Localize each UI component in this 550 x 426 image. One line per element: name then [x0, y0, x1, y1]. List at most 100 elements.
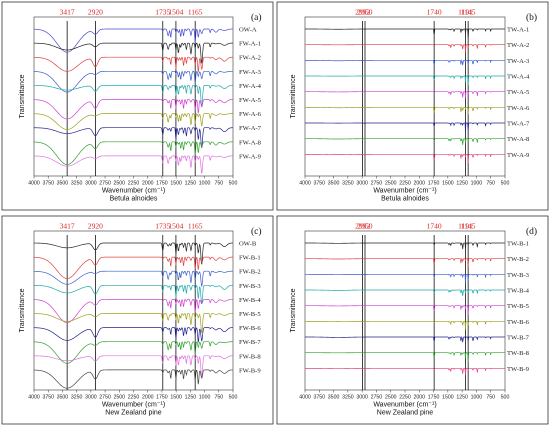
- chart-panel-b: 4000 3750 3500 3250 3000 2750 2500 2250 2000 1750…: [276, 1, 549, 211]
- x-tick-label: 3000: [85, 395, 97, 401]
- series-label: TW-A-9: [507, 152, 530, 159]
- series-label: TW-B-6: [507, 319, 530, 326]
- series-label: FW-A-7: [239, 125, 262, 132]
- series-line: [305, 59, 505, 66]
- peak-label: 3417: [60, 222, 75, 231]
- series-label: TW-A-6: [507, 105, 530, 112]
- x-tick-label: 1750: [156, 181, 168, 187]
- series-line: [33, 256, 233, 279]
- series-label: OW-B: [239, 241, 257, 248]
- x-tick-label: 1500: [170, 395, 182, 401]
- peak-label: 1165: [188, 8, 203, 17]
- peak-label: 2992: [355, 8, 370, 17]
- peak-label: 2992: [355, 222, 370, 231]
- panel-letter: (b): [526, 12, 537, 23]
- x-tick-label: 3500: [328, 395, 340, 401]
- x-tick-label: 2750: [99, 395, 111, 401]
- y-axis-title: Transmittance: [290, 288, 297, 332]
- series-line: [34, 42, 233, 64]
- series-line: [33, 70, 233, 93]
- panel-frame: [1, 215, 274, 425]
- x-tick-label: 750: [214, 395, 223, 401]
- x-tick-label: 2500: [385, 395, 397, 401]
- peak-label: 2920: [88, 8, 103, 17]
- x-tick-label: 3750: [42, 395, 54, 401]
- series-line: [33, 284, 233, 304]
- x-tick-label: 2500: [114, 181, 126, 187]
- series-line: [305, 335, 505, 343]
- x-tick-label: 1000: [199, 181, 211, 187]
- x-tick-label: 3500: [328, 181, 340, 187]
- series-label: FW-B-4: [239, 297, 261, 304]
- x-tick-label: 500: [229, 181, 238, 187]
- series-line: [305, 44, 505, 53]
- series-label: FW-B-3: [239, 283, 261, 290]
- series-label: FW-A-2: [239, 55, 261, 62]
- x-tick-label: 2500: [385, 181, 397, 187]
- x-tick-label: 2000: [414, 395, 426, 401]
- series-line: [33, 141, 233, 165]
- peak-label: 1191: [458, 222, 473, 231]
- series-line: [33, 85, 233, 108]
- series-label: TW-A-8: [507, 136, 530, 143]
- x-tick-label: 2250: [399, 181, 411, 187]
- panel-letter: (a): [251, 12, 262, 23]
- panel-frame: [1, 1, 274, 211]
- series-line: [33, 270, 233, 288]
- peak-label: 2920: [88, 222, 103, 231]
- series-label: TW-B-5: [507, 303, 530, 310]
- series-label: FW-B-5: [239, 311, 261, 318]
- y-axis-title: Transmittance: [19, 74, 26, 118]
- series-line: [33, 327, 233, 343]
- series-label: FW-B-8: [239, 353, 261, 360]
- x-tick-label: 1250: [456, 181, 468, 187]
- x-tick-label: 750: [214, 181, 223, 187]
- series-label: FW-A-6: [239, 111, 262, 118]
- x-axis-title: Wavenumber (cm⁻¹): [373, 188, 436, 195]
- series-line: [305, 273, 505, 283]
- series-label: FW-B-1: [239, 255, 261, 262]
- x-tick-label: 1250: [456, 395, 468, 401]
- series-line: [34, 127, 233, 148]
- series-line: [305, 75, 505, 85]
- series-line: [305, 304, 505, 315]
- series-label: FW-A-9: [239, 153, 262, 160]
- series-label: TW-B-4: [507, 288, 530, 295]
- chart-panel-a: 4000 3750 3500 3250 3000 2750 2500 2250 2000 1750…: [1, 1, 274, 211]
- series-line: [305, 257, 505, 267]
- series-label: TW-B-1: [507, 241, 529, 248]
- series-label: FW-A-8: [239, 139, 262, 146]
- series-label: TW-A-2: [507, 42, 529, 49]
- series-line: [33, 313, 233, 334]
- peak-label: 1504: [168, 8, 183, 17]
- series-label: OW-A: [239, 27, 257, 34]
- series-label: TW-A-5: [507, 89, 530, 96]
- series-line: [305, 288, 505, 297]
- x-axis-title: Wavenumber (cm⁻¹): [373, 402, 436, 409]
- series-line: [305, 242, 505, 250]
- x-tick-label: 3000: [356, 181, 368, 187]
- x-tick-label: 500: [501, 181, 510, 187]
- peak-label: 1145: [461, 222, 476, 231]
- x-tick-label: 2750: [371, 181, 383, 187]
- species-label: Betula alnoides: [381, 196, 429, 203]
- series-line: [33, 56, 233, 73]
- series-label: FW-A-3: [239, 69, 262, 76]
- peak-label: 1740: [427, 8, 442, 17]
- x-tick-label: 2750: [99, 181, 111, 187]
- x-tick-label: 2000: [142, 395, 154, 401]
- x-tick-label: 3000: [85, 181, 97, 187]
- chart-panel-c: 4000 3750 3500 3250 3000 2750 2500 2250 2000 1750…: [1, 215, 274, 425]
- series-label: TW-B-9: [507, 366, 530, 373]
- x-tick-label: 3250: [342, 395, 354, 401]
- series-label: FW-B-6: [239, 325, 261, 332]
- series-label: TW-B-3: [507, 272, 530, 279]
- series-line: [305, 153, 505, 163]
- series-line: [305, 137, 505, 145]
- x-tick-label: 1750: [156, 395, 168, 401]
- x-tick-label: 3750: [314, 395, 326, 401]
- peak-label: 3417: [60, 8, 75, 17]
- series-label: FW-B-9: [239, 367, 261, 374]
- x-tick-label: 1250: [185, 181, 197, 187]
- series-line: [305, 28, 505, 39]
